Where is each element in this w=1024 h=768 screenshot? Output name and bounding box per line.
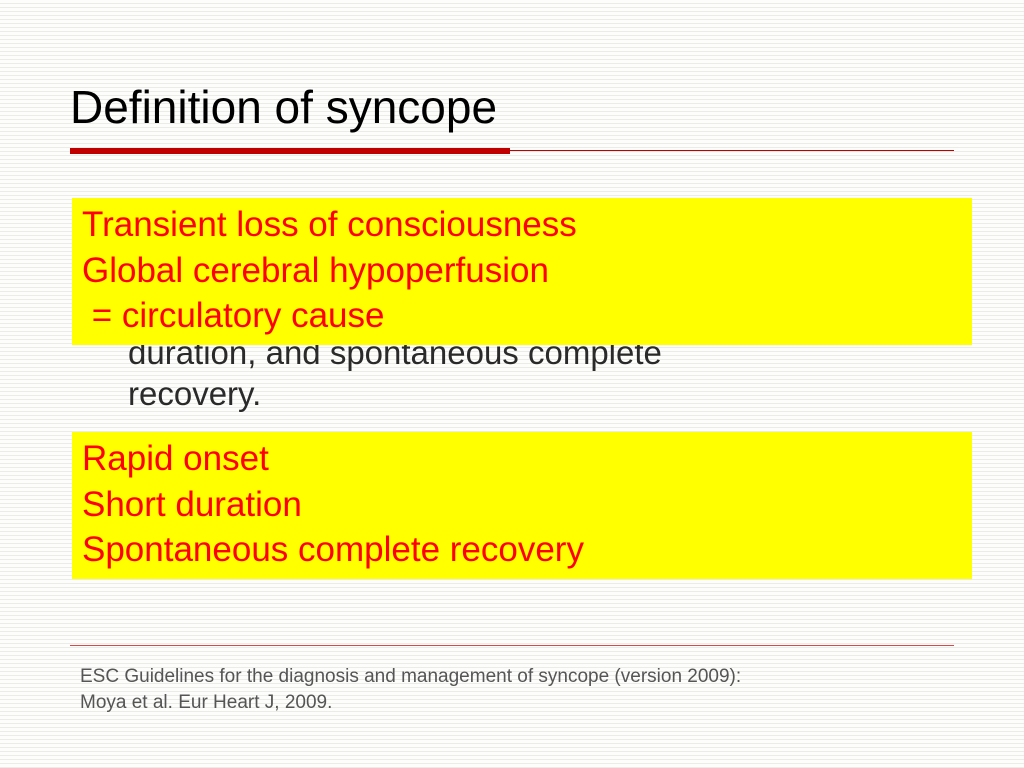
highlight2-line3: Spontaneous complete recovery [82,527,962,573]
footer-rule [70,645,954,646]
slide-title: Definition of syncope [70,80,954,134]
title-rule [70,148,954,154]
highlight2-line1: Rapid onset [82,436,962,482]
highlight2-line2: Short duration [82,482,962,528]
highlight-box-2: Rapid onset Short duration Spontaneous c… [72,432,972,579]
slide: Definition of syncope duration, and spon… [0,0,1024,768]
footer-citation: ESC Guidelines for the diagnosis and man… [80,664,741,715]
title-rule-thick [70,148,510,154]
highlight1-line2: Global cerebral hypoperfusion [82,248,962,294]
highlight1-line1: Transient loss of consciousness [82,202,962,248]
body-line-2: recovery. [128,373,662,414]
footer-line-1: ESC Guidelines for the diagnosis and man… [80,664,741,690]
highlight-box-1: Transient loss of consciousness Global c… [72,198,972,345]
highlight1-line3: = circulatory cause [82,293,962,339]
footer-line-2: Moya et al. Eur Heart J, 2009. [80,690,741,716]
